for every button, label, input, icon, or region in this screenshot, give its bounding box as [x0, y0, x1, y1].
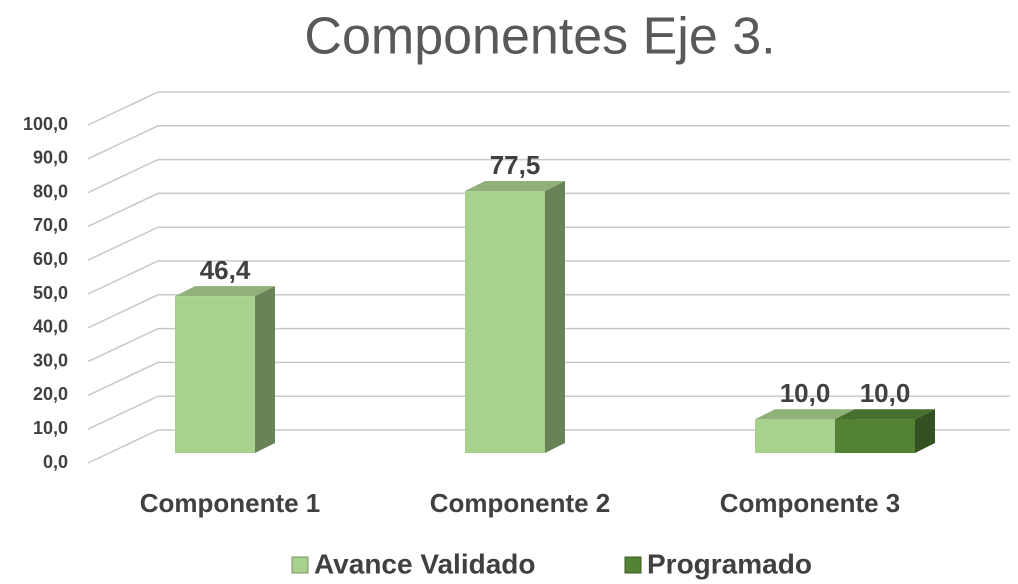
bar-side	[915, 409, 935, 453]
y-tick-label: 20,0	[33, 384, 68, 404]
bar	[465, 191, 545, 454]
legend-swatch	[624, 556, 642, 574]
bar-top	[755, 409, 855, 420]
legend-label: Avance Validado	[314, 548, 536, 579]
chart-title: Componentes Eje 3.	[304, 8, 775, 66]
grid-line	[87, 429, 1010, 464]
y-tick-label: 60,0	[33, 249, 68, 269]
bar	[835, 419, 915, 453]
y-tick-label: 80,0	[33, 181, 68, 201]
grid-line	[87, 91, 1010, 126]
bar	[175, 296, 255, 453]
grid-line	[87, 125, 1010, 160]
grid-line	[87, 294, 1010, 329]
value-label: 77,5	[490, 150, 541, 180]
y-tick-label: 70,0	[33, 215, 68, 235]
y-tick-label: 30,0	[33, 350, 68, 370]
value-label: 10,0	[780, 378, 831, 408]
x-tick-label: Componente 2	[430, 488, 611, 518]
legend-label: Programado	[647, 548, 812, 579]
bar-top	[175, 286, 275, 297]
x-tick-label: Componente 3	[720, 488, 901, 518]
bar-side	[545, 181, 565, 454]
grid-line	[87, 158, 1010, 194]
y-tick-label: 90,0	[33, 148, 68, 168]
bar-top	[465, 181, 565, 192]
legend-swatch	[291, 556, 309, 574]
x-tick-label: Componente 1	[140, 488, 321, 518]
grid-line	[87, 226, 1010, 261]
grid-line	[87, 395, 1010, 430]
bar-top	[835, 409, 935, 420]
value-label: 10,0	[860, 378, 911, 408]
y-tick-label: 50,0	[33, 283, 68, 303]
grid-line	[87, 361, 1010, 397]
grid-line	[87, 192, 1010, 228]
bar-side	[255, 286, 275, 453]
y-tick-label: 10,0	[33, 418, 68, 438]
value-label: 46,4	[200, 255, 251, 285]
y-tick-label: 0,0	[43, 452, 68, 472]
bar	[755, 419, 835, 453]
grid-line	[87, 327, 1010, 363]
y-tick-label: 100,0	[23, 114, 68, 134]
y-tick-label: 40,0	[33, 317, 68, 337]
grid-line	[87, 260, 1010, 295]
